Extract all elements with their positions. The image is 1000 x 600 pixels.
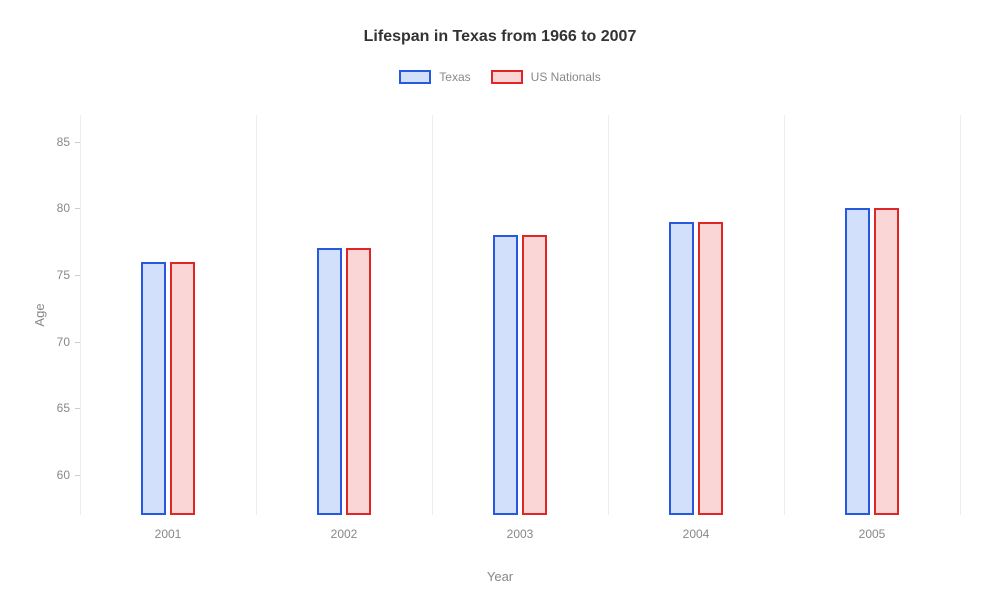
- grid-line: [960, 115, 961, 515]
- y-tick-label: 65: [57, 401, 70, 415]
- y-tick-mark: [75, 475, 80, 476]
- y-tick-mark: [75, 408, 80, 409]
- y-tick-mark: [75, 275, 80, 276]
- y-tick-mark: [75, 208, 80, 209]
- x-tick-label: 2004: [683, 527, 710, 541]
- grid-line: [256, 115, 257, 515]
- y-tick-label: 85: [57, 135, 70, 149]
- y-tick-mark: [75, 142, 80, 143]
- y-axis-label: Age: [32, 303, 47, 326]
- grid-line: [80, 115, 81, 515]
- legend-label-texas: Texas: [439, 70, 470, 84]
- grid-line: [608, 115, 609, 515]
- bar: [874, 208, 899, 515]
- x-tick-label: 2005: [859, 527, 886, 541]
- bar: [141, 262, 166, 515]
- y-tick-label: 80: [57, 201, 70, 215]
- bar: [493, 235, 518, 515]
- chart-container: Lifespan in Texas from 1966 to 2007 Texa…: [0, 0, 1000, 600]
- bar: [317, 248, 342, 515]
- bar: [522, 235, 547, 515]
- y-tick-mark: [75, 342, 80, 343]
- x-tick-label: 2002: [331, 527, 358, 541]
- grid-line: [432, 115, 433, 515]
- x-tick-label: 2001: [155, 527, 182, 541]
- legend-item-texas: Texas: [399, 70, 470, 84]
- y-tick-label: 60: [57, 468, 70, 482]
- grid-line: [784, 115, 785, 515]
- bar: [669, 222, 694, 515]
- y-tick-label: 70: [57, 335, 70, 349]
- plot-area: 60657075808520012002200320042005: [80, 115, 960, 515]
- x-tick-label: 2003: [507, 527, 534, 541]
- legend-item-us: US Nationals: [491, 70, 601, 84]
- legend: Texas US Nationals: [0, 70, 1000, 84]
- bar: [698, 222, 723, 515]
- legend-swatch-texas: [399, 70, 431, 84]
- bar: [170, 262, 195, 515]
- legend-swatch-us: [491, 70, 523, 84]
- bar: [845, 208, 870, 515]
- y-tick-label: 75: [57, 268, 70, 282]
- x-axis-label: Year: [487, 569, 513, 584]
- chart-title: Lifespan in Texas from 1966 to 2007: [0, 0, 1000, 46]
- bar: [346, 248, 371, 515]
- legend-label-us: US Nationals: [531, 70, 601, 84]
